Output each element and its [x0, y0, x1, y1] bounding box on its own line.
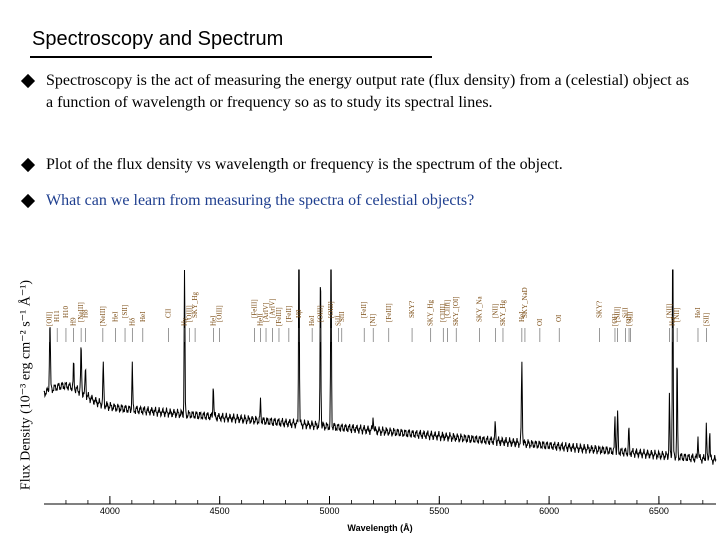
line-id-label: HeII — [257, 313, 265, 326]
line-id-label: HeI — [112, 311, 120, 322]
line-id-label: [OIII] — [327, 301, 335, 318]
bullet-item: Spectroscopy is the act of measuring the… — [20, 70, 691, 114]
line-id-label: [OIII] — [216, 305, 224, 322]
diamond-bullet-icon — [20, 157, 36, 173]
line-id-label: [SII] — [121, 305, 129, 318]
line-id-label: [ClIII] — [444, 300, 452, 318]
line-id-label: SKY_[OI] — [452, 296, 460, 326]
line-id-label: Hδ — [128, 317, 136, 326]
line-id-label: [FeIII] — [275, 307, 283, 326]
line-id-label: [FeIII] — [250, 299, 258, 318]
diamond-bullet-icon — [20, 193, 36, 209]
line-id-label: [ArIV] — [268, 299, 276, 318]
line-id-label: OI — [555, 314, 563, 322]
x-tick-label: 6000 — [539, 506, 559, 516]
x-tick-label: 5500 — [429, 506, 449, 516]
bullet-text: What can we learn from measuring the spe… — [46, 192, 475, 209]
line-id-label: SiII — [338, 311, 346, 322]
bullet-text: Spectroscopy is the act of measuring the… — [46, 72, 690, 111]
line-id-label: SiII — [627, 311, 635, 322]
slide-title: Spectroscopy and Spectrum — [32, 28, 284, 50]
line-id-label: SKY? — [596, 301, 604, 318]
line-id-label: [OI] — [625, 314, 633, 326]
line-id-label: [OIII] — [186, 305, 194, 322]
line-id-label: SKY_NaD — [521, 287, 529, 318]
line-id-label: Hγ — [181, 318, 189, 326]
line-id-label: SKY_Hg — [499, 299, 507, 326]
bullet-text: Plot of the flux density vs wavelength o… — [46, 156, 563, 173]
line-id-label: SKY_Hg — [427, 299, 435, 326]
line-id-label: H11 — [53, 310, 61, 322]
line-id-label: [ClIII] — [439, 304, 447, 322]
line-id-label: SKY_Na — [476, 295, 484, 322]
line-id-label: [NeIII] — [99, 306, 107, 326]
line-id-label: [FeIII] — [385, 303, 393, 322]
line-id-label: HeI — [308, 315, 316, 326]
title-underline — [30, 56, 432, 58]
line-id-label: [SIII] — [614, 306, 622, 322]
line-id-label: [OII] — [45, 312, 53, 326]
line-id-label: HeI — [518, 311, 526, 322]
line-id-label: OI — [536, 318, 544, 326]
bullet-item: What can we learn from measuring the spe… — [20, 190, 691, 212]
line-id-label: [OI] — [611, 314, 619, 326]
line-id-label: Hα — [669, 317, 677, 326]
line-id-label: H10 — [62, 305, 70, 318]
line-id-label: Hβ — [295, 309, 303, 318]
line-id-label: HeI — [694, 307, 702, 318]
line-id-label: SKY_Hg — [191, 291, 199, 318]
diamond-bullet-icon — [20, 73, 36, 89]
spectrum-figure: 4000 4500 5000 5500 6000 6500 Wavelength (Å) [O… — [43, 269, 717, 533]
y-axis-label: Flux Density (10⁻³ erg cm⁻² s⁻¹ Å⁻¹) — [18, 279, 34, 491]
line-id-label: [FeII] — [360, 302, 368, 318]
x-tick-label: 5000 — [319, 506, 339, 516]
line-id-label: [NII] — [665, 304, 673, 318]
x-axis-label: Wavelength (Å) — [347, 523, 412, 533]
line-id-label: [OIII] — [316, 305, 324, 322]
line-id-label: [NeIII] — [77, 302, 85, 322]
line-id-label: [SII] — [702, 313, 710, 326]
spectrum-line — [43, 269, 717, 465]
line-id-label: SiII — [334, 315, 342, 326]
x-tick-label: 4000 — [100, 506, 120, 516]
line-id-label: HeI — [209, 315, 217, 326]
x-tick-label: 6500 — [649, 506, 669, 516]
line-id-label: [ArIV] — [262, 303, 270, 322]
bullet-item: Plot of the flux density vs wavelength o… — [20, 154, 691, 176]
line-id-label: SiII — [621, 307, 629, 318]
line-id-label: CII — [165, 308, 173, 318]
line-id-label: SKY? — [408, 301, 416, 318]
line-id-label: [NII] — [491, 304, 499, 318]
line-id-label: [NI] — [369, 314, 377, 326]
line-id-label: H8 — [82, 309, 90, 318]
line-id-label: HeI — [139, 311, 147, 322]
line-id-label: [FeII] — [285, 306, 293, 322]
x-tick-label: 4500 — [210, 506, 230, 516]
line-id-label: [NII] — [673, 308, 681, 322]
line-id-label: H9 — [70, 317, 78, 326]
